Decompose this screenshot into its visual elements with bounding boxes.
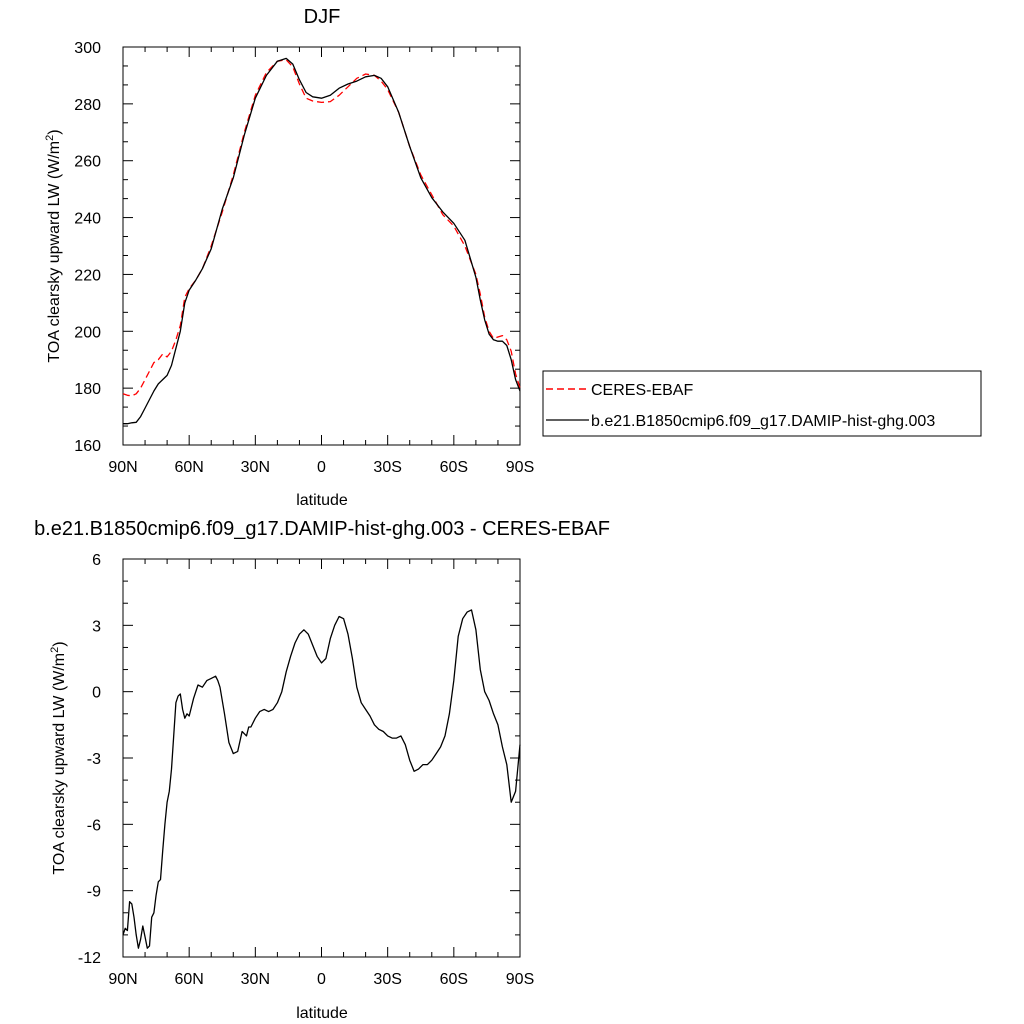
bottom-chart-title: b.e21.B1850cmip6.f09_g17.DAMIP-hist-ghg.… (34, 518, 610, 540)
x-tick-label: 90S (506, 459, 534, 476)
y-tick-label: 300 (74, 40, 101, 57)
bottom-series-group (122, 609, 521, 949)
y-tick-label: 6 (92, 552, 101, 569)
y-tick-label: 0 (92, 685, 101, 702)
top-y-axis-label: TOA clearsky upward LW (W/m2) (44, 129, 63, 362)
x-tick-label: 0 (317, 459, 326, 476)
x-tick-label: 0 (317, 971, 326, 988)
x-tick-label: 90N (108, 971, 137, 988)
y-tick-label: 180 (74, 381, 101, 398)
top-x-axis-label: latitude (296, 492, 348, 509)
legend: CERES-EBAF b.e21.B1850cmip6.f09_g17.DAMI… (542, 370, 982, 437)
y-tick-label: -6 (87, 817, 101, 834)
bottom-x-axis-label: latitude (296, 1005, 348, 1022)
x-tick-label: 30N (241, 459, 270, 476)
y-tick-label: 160 (74, 438, 101, 455)
top-chart-title: DJF (304, 6, 341, 28)
bottom-y-axis-label-tail: ) (51, 641, 68, 646)
x-tick-label: 60S (440, 971, 468, 988)
top-y-axis-label-main: TOA clearsky upward LW (W/m (46, 141, 63, 363)
x-tick-label: 90N (108, 459, 137, 476)
legend-box (542, 370, 982, 437)
y-tick-label: 220 (74, 267, 101, 284)
bottom-panel: b.e21.B1850cmip6.f09_g17.DAMIP-hist-ghg.… (34, 518, 610, 1022)
y-tick-label: 200 (74, 324, 101, 341)
x-tick-label: 30S (373, 459, 401, 476)
bottom-y-axis-label-sup: 2 (49, 647, 61, 653)
x-tick-label: 60S (440, 459, 468, 476)
y-tick-label: -12 (78, 950, 101, 967)
y-tick-label: 280 (74, 97, 101, 114)
legend-label-model: b.e21.B1850cmip6.f09_g17.DAMIP-hist-ghg.… (591, 413, 935, 430)
top-plot-frame (122, 46, 521, 446)
top-series-line-1 (123, 57, 521, 425)
top-y-axis-label-sup: 2 (44, 135, 56, 141)
top-series-group (122, 57, 521, 425)
x-tick-label: 30N (241, 971, 270, 988)
legend-label-ceres: CERES-EBAF (591, 382, 693, 399)
x-tick-label: 60N (174, 971, 203, 988)
bottom-y-axis-label: TOA clearsky upward LW (W/m2) (49, 641, 68, 874)
x-tick-label: 90S (506, 971, 534, 988)
bottom-plot-frame (122, 558, 521, 958)
bottom-axis-ticks: 90N 60N 30N 0 30S 60S 90S -12 -9 -6 -3 0 3 6 (78, 552, 534, 988)
y-tick-label: -9 (87, 884, 101, 901)
y-tick-label: 260 (74, 154, 101, 171)
x-tick-label: 30S (373, 971, 401, 988)
y-tick-label: 240 (74, 211, 101, 228)
top-panel: DJF 90N 60N 30N 0 30S 60S 90S 160 180 200 220 240 26… (44, 6, 534, 509)
bottom-y-axis-label-main: TOA clearsky upward LW (W/m (51, 653, 68, 875)
y-tick-label: -3 (87, 751, 101, 768)
top-axis-ticks: 90N 60N 30N 0 30S 60S 90S 160 180 200 220 240 260 280… (74, 40, 534, 476)
top-series-line-0 (122, 59, 521, 397)
y-tick-label: 3 (92, 618, 101, 635)
top-y-axis-label-tail: ) (46, 129, 63, 134)
bottom-series-line-0 (122, 609, 521, 949)
x-tick-label: 60N (174, 459, 203, 476)
